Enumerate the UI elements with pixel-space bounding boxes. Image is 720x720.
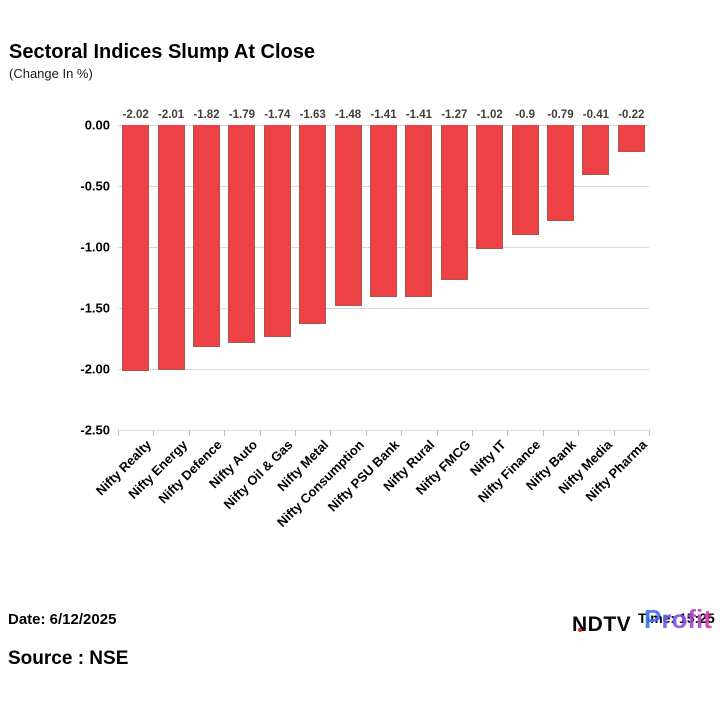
x-axis-tick	[365, 430, 367, 436]
x-axis-tick	[507, 430, 509, 436]
bar-value-label: -1.79	[228, 109, 255, 121]
bar	[299, 125, 327, 324]
bar	[157, 125, 185, 371]
ndtv-logo-text: NDTV	[572, 613, 632, 636]
x-axis-tick	[578, 430, 580, 436]
bar	[263, 125, 291, 338]
ndtv-profit-logo: NDTV Time: 15:25 Profit	[570, 604, 720, 646]
gridline	[118, 308, 649, 309]
x-axis-tick	[613, 430, 615, 436]
bar-chart: 0.00 -0.50 -1.00 -1.50 -2.00 -2.50 -2.02 Nifty …	[80, 109, 650, 530]
bar	[440, 125, 468, 280]
profit-logo-text: Profit	[644, 604, 712, 634]
bar	[511, 125, 539, 235]
x-axis-tick	[153, 430, 155, 436]
plot-area	[118, 125, 650, 436]
x-axis-tick	[436, 430, 438, 436]
y-axis-label: -1.00	[80, 239, 110, 255]
bar-value-label: -1.74	[264, 109, 291, 121]
bar-value-label: -1.63	[299, 109, 326, 121]
source-label: Source : NSE	[8, 648, 129, 669]
bar-value-label: -1.02	[476, 109, 503, 121]
bar	[582, 125, 610, 176]
bar	[370, 125, 397, 298]
y-axis-label: -2.50	[80, 422, 110, 438]
y-axis-label: -1.50	[80, 300, 110, 316]
bar-value-label: -0.79	[547, 109, 574, 121]
chart-subtitle: (Change In %)	[9, 66, 93, 81]
gridline	[118, 430, 649, 431]
x-axis-tick	[649, 430, 650, 436]
bar	[617, 125, 645, 152]
bar-value-label: -1.41	[405, 109, 432, 121]
x-axis-tick	[472, 430, 473, 436]
date-label: Date: 6/12/2025	[8, 611, 117, 628]
x-axis-tick	[401, 430, 403, 436]
bar-value-label: -1.82	[193, 109, 220, 121]
x-axis-tick	[330, 430, 332, 436]
x-axis-tick	[118, 430, 119, 436]
y-axis-label: 0.00	[84, 117, 110, 133]
x-axis-tick	[295, 430, 296, 436]
bar-value-label: -2.02	[122, 109, 149, 121]
x-axis-tick	[542, 430, 544, 436]
bar	[122, 125, 150, 372]
bar	[193, 125, 220, 348]
bar-value-label: -0.22	[618, 109, 645, 121]
bar-value-label: -1.41	[370, 109, 397, 121]
gridline	[118, 369, 649, 370]
time-label: Time: 15:25	[638, 610, 715, 626]
bar	[476, 125, 504, 250]
bar-value-label: -2.01	[157, 109, 185, 121]
bar-value-label: -1.27	[441, 109, 468, 121]
bar	[228, 125, 256, 344]
ndtv-logo-red-dot-icon	[578, 628, 582, 632]
x-axis-tick	[188, 430, 190, 436]
x-axis-tick	[259, 430, 261, 436]
bar	[547, 125, 574, 222]
y-axis-label: -2.00	[80, 361, 110, 377]
x-axis-tick	[224, 430, 226, 436]
bar	[334, 125, 362, 306]
bar	[405, 125, 433, 298]
y-axis-label: -0.50	[80, 178, 110, 194]
chart-title: Sectoral Indices Slump At Close	[9, 41, 316, 63]
bar-value-label: -0.41	[582, 109, 609, 121]
bar-value-label: -1.48	[334, 109, 362, 121]
bar-value-label: -0.9	[515, 109, 536, 121]
